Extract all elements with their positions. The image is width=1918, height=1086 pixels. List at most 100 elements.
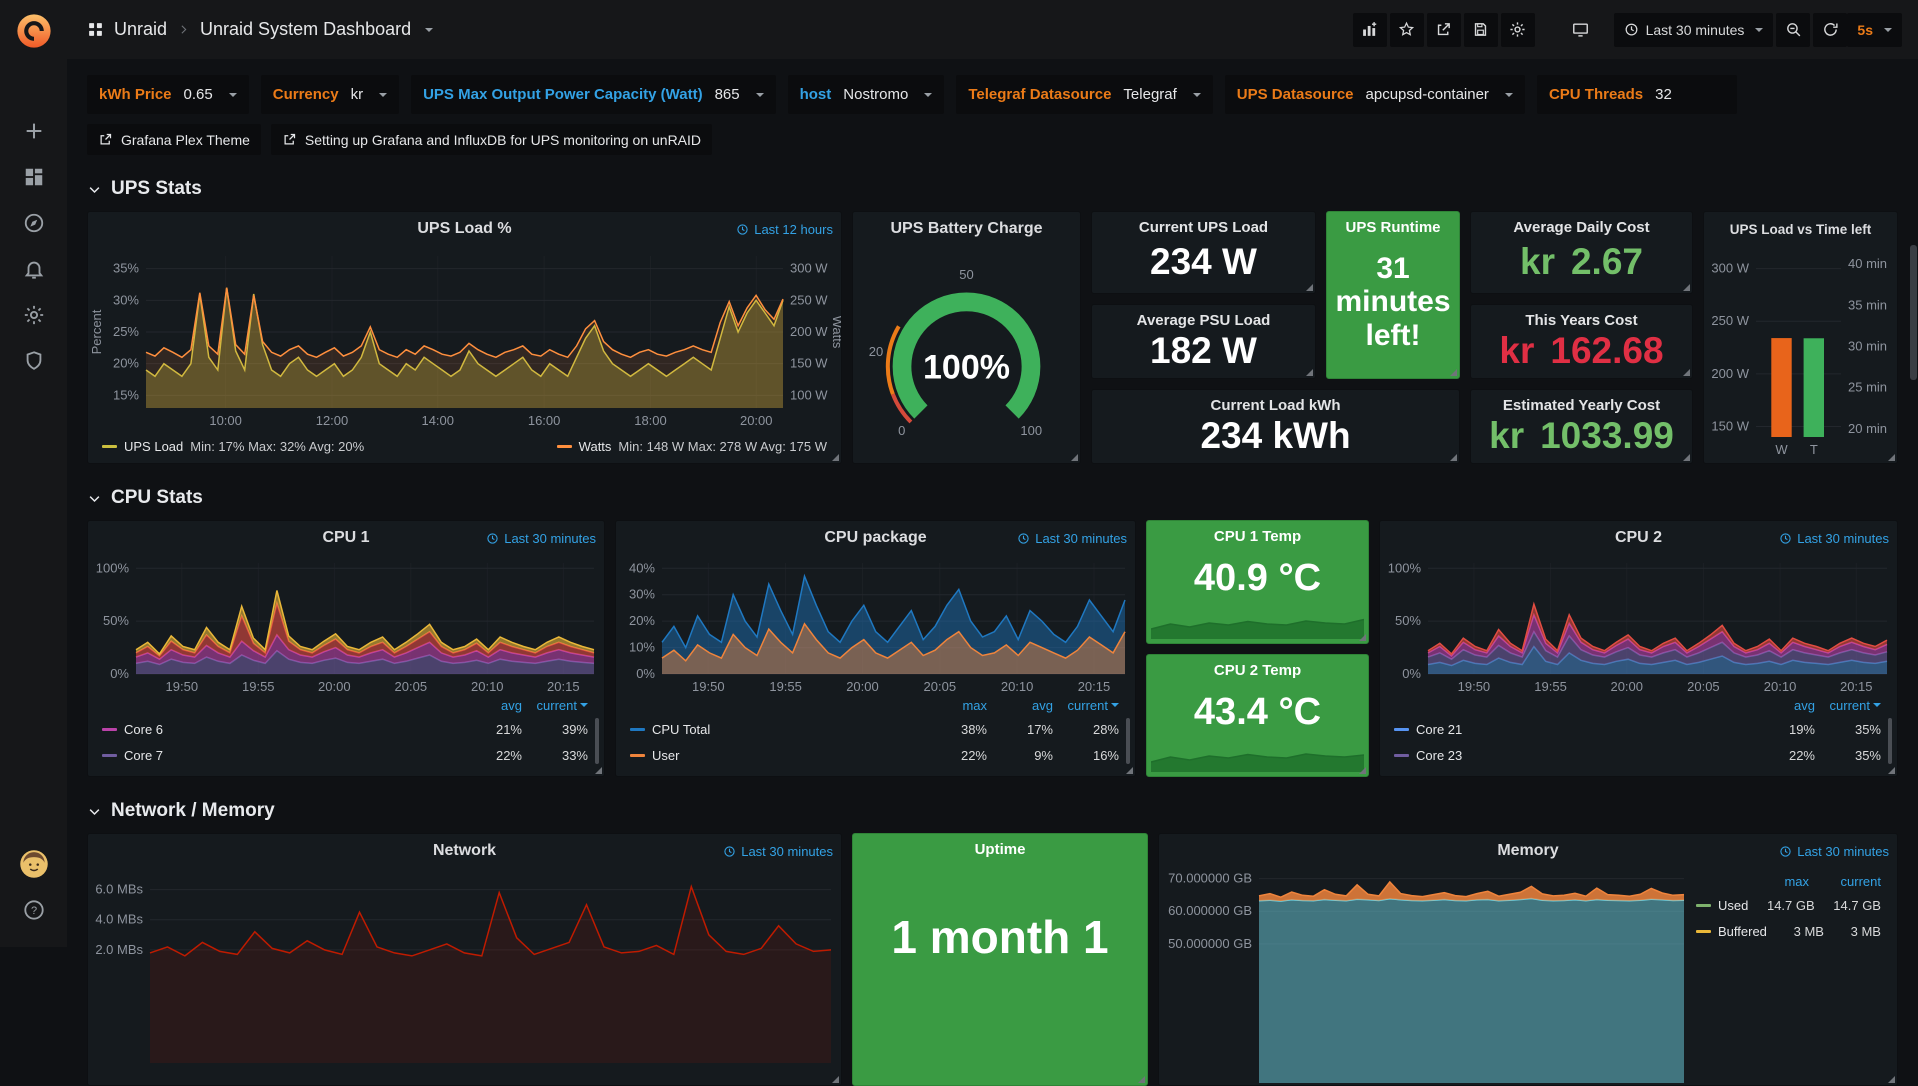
panel-title[interactable]: UPS Runtime (1327, 219, 1459, 236)
legend-series-name[interactable]: Core 6 (124, 722, 456, 737)
panel-title[interactable]: CPU 1 (322, 529, 369, 547)
section-ups-stats[interactable]: UPS Stats (87, 177, 1898, 201)
grafana-logo-icon[interactable] (15, 12, 53, 50)
variable-ups-max-output[interactable]: UPS Max Output Power Capacity (Watt) 865 (411, 75, 776, 114)
legend-col-current[interactable]: current (1809, 874, 1881, 889)
page-scrollbar[interactable] (1910, 245, 1917, 380)
panel-title[interactable]: UPS Load vs Time left (1730, 222, 1872, 237)
panel-title[interactable]: Current UPS Load (1139, 219, 1268, 236)
legend-col-max[interactable]: max (1737, 874, 1809, 889)
breadcrumb-dashboard-title[interactable]: Unraid System Dashboard (200, 19, 411, 40)
variable-value[interactable]: Nostromo (843, 86, 908, 103)
sidebar-item-alerting[interactable] (13, 246, 55, 292)
legend-value: 38% (921, 722, 987, 737)
panel-title[interactable]: This Years Cost (1525, 312, 1637, 329)
share-dashboard-button[interactable] (1427, 13, 1461, 47)
legend-col-max[interactable]: max (921, 698, 987, 713)
legend-col-avg[interactable]: avg (987, 698, 1053, 713)
legend-col-avg[interactable]: avg (1749, 698, 1815, 713)
share-icon (1435, 21, 1452, 38)
variable-ups-datasource[interactable]: UPS Datasource apcupsd-container (1225, 75, 1525, 114)
variable-cpu-threads[interactable]: CPU Threads 32 (1537, 75, 1737, 114)
legend-scrollbar[interactable] (1888, 718, 1892, 764)
apps-grid-icon[interactable] (87, 21, 104, 38)
variable-value[interactable]: Telegraf (1123, 86, 1176, 103)
section-cpu-stats[interactable]: CPU Stats (87, 486, 1898, 510)
variable-telegraf-datasource[interactable]: Telegraf Datasource Telegraf (956, 75, 1212, 114)
legend-col-avg[interactable]: avg (456, 698, 522, 713)
legend-series-name[interactable]: Core 23 (1416, 748, 1749, 763)
panel-title[interactable]: CPU 2 (1615, 529, 1662, 547)
zoom-out-time-button[interactable] (1776, 13, 1810, 47)
breadcrumb-folder[interactable]: Unraid (114, 19, 167, 40)
caret-down-icon[interactable] (425, 28, 433, 32)
legend-scrollbar[interactable] (1126, 718, 1130, 764)
legend-series-name[interactable]: Core 7 (124, 748, 456, 763)
add-panel-button[interactable] (1353, 13, 1387, 47)
panel-time-range[interactable]: Last 30 minutes (1779, 834, 1889, 868)
sidebar-item-server-admin[interactable] (13, 338, 55, 384)
dashboard-link-ups-guide[interactable]: Setting up Grafana and InfluxDB for UPS … (271, 124, 712, 155)
cycle-view-mode-button[interactable] (1564, 13, 1598, 47)
sidebar-item-configuration[interactable] (13, 292, 55, 338)
dashboard-settings-button[interactable] (1501, 13, 1535, 47)
user-profile[interactable] (13, 841, 55, 887)
panel-time-range[interactable]: Last 12 hours (736, 212, 833, 246)
svg-text:100 W: 100 W (790, 387, 828, 402)
variable-value[interactable]: apcupsd-container (1366, 86, 1489, 103)
panel-title[interactable]: Network (433, 842, 496, 860)
panel-title[interactable]: CPU 2 Temp (1147, 662, 1368, 679)
sidebar-item-dashboards[interactable] (13, 154, 55, 200)
panel-time-range[interactable]: Last 30 minutes (1779, 521, 1889, 555)
variable-value[interactable]: 32 (1655, 86, 1725, 103)
legend-series-name[interactable]: UPS Load (124, 439, 183, 454)
panel-title[interactable]: Current Load kWh (1211, 397, 1341, 414)
legend-scrollbar[interactable] (595, 718, 599, 764)
save-dashboard-button[interactable] (1464, 13, 1498, 47)
panel-title[interactable]: Uptime (853, 841, 1147, 858)
legend-col-current[interactable]: current (522, 698, 588, 713)
panel-time-range[interactable]: Last 30 minutes (486, 521, 596, 555)
refresh-interval-picker[interactable]: 5s (1847, 13, 1902, 47)
sidebar-item-explore[interactable] (13, 200, 55, 246)
legend-series-name[interactable]: CPU Total (652, 722, 921, 737)
section-network-memory[interactable]: Network / Memory (87, 799, 1898, 823)
dashboard-link-plex-theme[interactable]: Grafana Plex Theme (87, 124, 261, 155)
legend-series-name[interactable]: Used (1718, 898, 1748, 913)
variable-kwh-price[interactable]: kWh Price 0.65 (87, 75, 249, 114)
panel-title[interactable]: CPU package (824, 529, 926, 547)
panel-time-range[interactable]: Last 30 minutes (1017, 521, 1127, 555)
panel-time-range[interactable]: Last 30 minutes (723, 834, 833, 868)
legend-series-name[interactable]: Buffered (1718, 924, 1767, 939)
panel-title[interactable]: UPS Battery Charge (890, 220, 1042, 238)
variable-host[interactable]: host Nostromo (788, 75, 945, 114)
time-range-picker[interactable]: Last 30 minutes (1614, 13, 1774, 47)
sidebar-item-create[interactable] (13, 108, 55, 154)
legend-series-name[interactable]: Watts (579, 439, 612, 454)
panel-title[interactable]: Average Daily Cost (1513, 219, 1649, 236)
panel-title[interactable]: CPU 1 Temp (1147, 528, 1368, 545)
variable-currency[interactable]: Currency kr (261, 75, 399, 114)
sidebar-item-help[interactable] (13, 887, 55, 933)
panel-title[interactable]: Average PSU Load (1137, 312, 1271, 329)
panel-title[interactable]: Estimated Yearly Cost (1503, 397, 1660, 414)
variable-value[interactable]: 0.65 (184, 86, 213, 103)
panel-title[interactable]: UPS Load % (417, 220, 511, 238)
legend-col-current[interactable]: current (1053, 698, 1119, 713)
star-dashboard-button[interactable] (1390, 13, 1424, 47)
panel-title[interactable]: Memory (1497, 842, 1558, 860)
legend-series-name[interactable]: Core 21 (1416, 722, 1749, 737)
variable-value[interactable]: kr (351, 86, 364, 103)
variable-value[interactable]: 865 (715, 86, 740, 103)
refresh-dashboard-button[interactable] (1813, 13, 1847, 47)
legend-col-current[interactable]: current (1815, 698, 1881, 713)
legend-series-name[interactable]: User (652, 748, 921, 763)
